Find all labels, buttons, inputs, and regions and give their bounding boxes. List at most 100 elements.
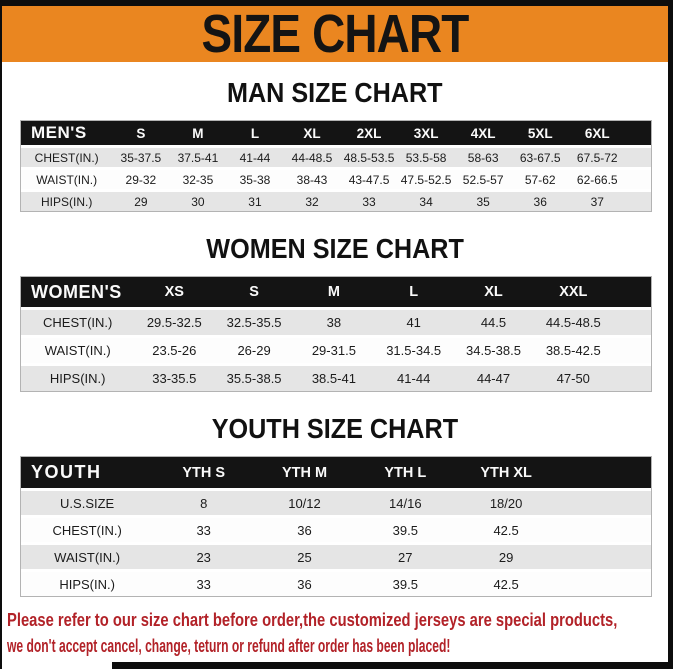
header-filler bbox=[625, 121, 651, 145]
size-value: 63-67.5 bbox=[511, 148, 569, 167]
size-value: 30 bbox=[169, 192, 227, 211]
men-size-table-wrapper: MEN'S S M L XL 2XL 3XL 4XL 5XL 6XL CHEST(IN.) 35-37… bbox=[20, 120, 652, 212]
section-women: WOMEN SIZE CHART WOMEN'S XS S M L XL XXL CHEST(… bbox=[2, 234, 668, 392]
size-column-header: YTH M bbox=[254, 457, 355, 488]
size-column-header: YTH L bbox=[354, 457, 456, 488]
size-value: 35 bbox=[454, 192, 512, 211]
size-value: 39.5 bbox=[354, 572, 456, 596]
size-column-header: XL bbox=[283, 121, 341, 145]
size-value: 35-37.5 bbox=[112, 148, 170, 167]
row-label: CHEST(IN.) bbox=[21, 310, 135, 335]
size-value: 36 bbox=[254, 518, 355, 542]
row-label: HIPS(IN.) bbox=[21, 572, 154, 596]
size-value: 23 bbox=[153, 545, 255, 569]
women-section-heading: WOMEN SIZE CHART bbox=[2, 234, 668, 264]
order-policy-line1: Please refer to our size chart before or… bbox=[7, 610, 618, 630]
size-value: 18/20 bbox=[455, 491, 557, 515]
size-value: 52.5-57 bbox=[454, 170, 512, 189]
table-row: HIPS(IN.) 33 36 39.5 42.5 bbox=[21, 572, 651, 596]
table-row: HIPS(IN.) 33-35.5 35.5-38.5 38.5-41 41-44 44-… bbox=[21, 366, 651, 391]
size-column-header: XS bbox=[134, 277, 215, 307]
size-value: 47.5-52.5 bbox=[397, 170, 455, 189]
table-group-label: YOUTH bbox=[21, 457, 154, 488]
size-column-header: S bbox=[112, 121, 170, 145]
table-header-row: WOMEN'S XS S M L XL XXL bbox=[21, 277, 651, 307]
header-filler bbox=[556, 457, 651, 488]
table-row: CHEST(IN.) 33 36 39.5 42.5 bbox=[21, 518, 651, 542]
size-value: 39.5 bbox=[354, 518, 456, 542]
size-column-header: XL bbox=[453, 277, 534, 307]
women-size-table-wrapper: WOMEN'S XS S M L XL XXL CHEST(IN.) 29.5-32.5 32.5… bbox=[20, 276, 652, 392]
size-column-header: 5XL bbox=[511, 121, 569, 145]
size-value: 33 bbox=[153, 572, 255, 596]
row-filler bbox=[556, 545, 651, 569]
row-filler bbox=[625, 170, 651, 189]
size-value: 33-35.5 bbox=[134, 366, 215, 391]
size-value: 27 bbox=[354, 545, 456, 569]
section-men: MAN SIZE CHART MEN'S S M L XL 2XL 3XL 4XL 5XL 6XL… bbox=[2, 78, 668, 212]
order-policy-note: Please refer to our size chart before or… bbox=[7, 607, 668, 659]
size-value: 38 bbox=[293, 310, 374, 335]
page-title: SIZE CHART bbox=[201, 4, 470, 64]
row-label: CHEST(IN.) bbox=[21, 518, 154, 542]
size-value: 67.5-72 bbox=[568, 148, 626, 167]
size-value: 14/16 bbox=[354, 491, 456, 515]
size-value: 37 bbox=[568, 192, 626, 211]
youth-section-heading-text: YOUTH SIZE CHART bbox=[211, 413, 459, 444]
size-column-header: M bbox=[169, 121, 227, 145]
size-value: 43-47.5 bbox=[340, 170, 398, 189]
row-filler bbox=[613, 310, 651, 335]
size-value: 57-62 bbox=[511, 170, 569, 189]
row-label: WAIST(IN.) bbox=[21, 170, 113, 189]
row-label: U.S.SIZE bbox=[21, 491, 154, 515]
size-value: 29-32 bbox=[112, 170, 170, 189]
size-column-header: L bbox=[226, 121, 284, 145]
size-value: 44.5 bbox=[453, 310, 534, 335]
size-value: 36 bbox=[254, 572, 355, 596]
size-value: 41-44 bbox=[226, 148, 284, 167]
table-group-label: WOMEN'S bbox=[21, 277, 135, 307]
table-row: HIPS(IN.) 29 30 31 32 33 34 35 36 37 bbox=[21, 192, 651, 211]
size-column-header: S bbox=[214, 277, 294, 307]
men-section-heading: MAN SIZE CHART bbox=[2, 78, 668, 108]
table-group-label: MEN'S bbox=[21, 121, 113, 145]
header-filler bbox=[613, 277, 651, 307]
youth-size-table: YOUTH YTH S YTH M YTH L YTH XL U.S.SIZE 8 10/12… bbox=[21, 457, 651, 596]
women-section-heading-text: WOMEN SIZE CHART bbox=[206, 233, 464, 264]
youth-section-heading: YOUTH SIZE CHART bbox=[2, 414, 668, 444]
size-value: 26-29 bbox=[214, 338, 294, 363]
men-section-heading-text: MAN SIZE CHART bbox=[227, 77, 443, 108]
size-value: 33 bbox=[153, 518, 255, 542]
size-column-header: M bbox=[293, 277, 374, 307]
table-row: CHEST(IN.) 35-37.5 37.5-41 41-44 44-48.5 48.5… bbox=[21, 148, 651, 167]
size-column-header: YTH XL bbox=[455, 457, 557, 488]
size-value: 35.5-38.5 bbox=[214, 366, 294, 391]
table-row: WAIST(IN.) 29-32 32-35 35-38 38-43 43-47.5 47.… bbox=[21, 170, 651, 189]
size-column-header: 6XL bbox=[568, 121, 626, 145]
row-label: HIPS(IN.) bbox=[21, 192, 113, 211]
size-value: 58-63 bbox=[454, 148, 512, 167]
size-value: 62-66.5 bbox=[568, 170, 626, 189]
row-filler bbox=[556, 491, 651, 515]
table-row: WAIST(IN.) 23 25 27 29 bbox=[21, 545, 651, 569]
size-value: 44-47 bbox=[453, 366, 534, 391]
size-value: 38-43 bbox=[283, 170, 341, 189]
size-value: 31.5-34.5 bbox=[373, 338, 454, 363]
size-value: 47-50 bbox=[533, 366, 614, 391]
size-value: 38.5-42.5 bbox=[533, 338, 614, 363]
youth-size-table-wrapper: YOUTH YTH S YTH M YTH L YTH XL U.S.SIZE 8 10/12… bbox=[20, 456, 652, 597]
row-filler bbox=[556, 572, 651, 596]
size-value: 29 bbox=[112, 192, 170, 211]
men-size-table: MEN'S S M L XL 2XL 3XL 4XL 5XL 6XL CHEST(IN.) 35-37… bbox=[21, 121, 651, 211]
size-value: 37.5-41 bbox=[169, 148, 227, 167]
order-policy-line2-wrap: we don't accept cancel, change, teturn o… bbox=[7, 633, 549, 659]
title-banner: SIZE CHART bbox=[2, 6, 668, 62]
row-label: CHEST(IN.) bbox=[21, 148, 113, 167]
size-value: 32-35 bbox=[169, 170, 227, 189]
size-value: 32 bbox=[283, 192, 341, 211]
row-filler bbox=[613, 338, 651, 363]
size-value: 38.5-41 bbox=[293, 366, 374, 391]
size-value: 48.5-53.5 bbox=[340, 148, 398, 167]
table-row: WAIST(IN.) 23.5-26 26-29 29-31.5 31.5-34.5 34… bbox=[21, 338, 651, 363]
table-header-row: YOUTH YTH S YTH M YTH L YTH XL bbox=[21, 457, 651, 488]
